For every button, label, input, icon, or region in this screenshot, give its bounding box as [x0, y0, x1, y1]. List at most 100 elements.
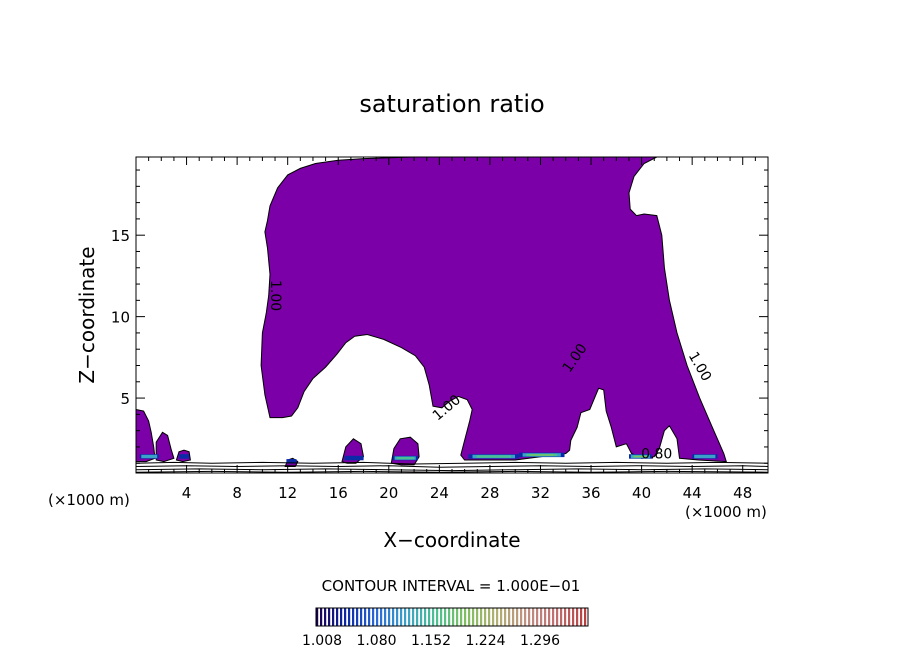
colorbar-stripe [468, 608, 471, 626]
y-tick-label: 10 [111, 309, 130, 327]
y-axis-label: Z−coordinate [75, 246, 99, 383]
colorbar-stripe [496, 608, 499, 626]
colorbar-stripe [320, 608, 323, 626]
x-unit-label-right: (×1000 m) [685, 503, 767, 521]
y-tick-label: 5 [120, 390, 130, 408]
colorbar-stripe [476, 608, 479, 626]
colorbar-stripe [428, 608, 431, 626]
colorbar-stripe [404, 608, 407, 626]
colorbar-stripe [564, 608, 567, 626]
colorbar-stripe [460, 608, 463, 626]
colorbar-stripe [376, 608, 379, 626]
patch-band [634, 456, 647, 458]
colorbar-stripe [360, 608, 363, 626]
patch-band [179, 454, 190, 459]
colorbar-stripe [396, 608, 399, 626]
x-tick-label: 44 [683, 484, 702, 502]
fill-layer [135, 156, 727, 467]
colorbar-stripe [500, 608, 503, 626]
colorbar-stripe [492, 608, 495, 626]
x-axis-label: X−coordinate [383, 528, 520, 552]
contour-value-label: 1.00 [267, 280, 283, 311]
high-ratio-patch [392, 455, 418, 461]
x-tick-label: 4 [182, 484, 192, 502]
colorbar-stripe [392, 608, 395, 626]
colorbar-stripe [316, 608, 319, 626]
colorbar-stripe [380, 608, 383, 626]
colorbar-tick-label: 1.008 [302, 633, 342, 649]
patch-band [476, 455, 511, 458]
x-tick-label: 48 [733, 484, 752, 502]
colorbar-tick-label: 1.224 [465, 633, 505, 649]
colorbar-stripe [508, 608, 511, 626]
colorbar-stripe [440, 608, 443, 626]
colorbar-stripe [540, 608, 543, 626]
x-tick-label: 32 [531, 484, 550, 502]
high-ratio-patch [179, 454, 190, 459]
colorbar-stripe [412, 608, 415, 626]
colorbar-stripe [520, 608, 523, 626]
x-tick-label: 20 [379, 484, 398, 502]
colorbar-tick-label: 1.080 [356, 633, 396, 649]
colorbar-stripe [544, 608, 547, 626]
colorbar-stripe [344, 608, 347, 626]
x-unit-label-left: (×1000 m) [48, 491, 130, 509]
colorbar-stripe [328, 608, 331, 626]
high-ratio-patch [344, 455, 364, 461]
colorbar-stripe [452, 608, 455, 626]
colorbar: 1.008 1.080 1.152 1.224 1.296 [302, 607, 589, 649]
colorbar-stripe [552, 608, 555, 626]
x-tick-label: 16 [329, 484, 348, 502]
patch-band [396, 457, 414, 460]
x-tick-label: 12 [278, 484, 297, 502]
patch-band [344, 455, 364, 461]
colorbar-stripe [556, 608, 559, 626]
high-ratio-patch [692, 454, 718, 459]
colorbar-stripe [532, 608, 535, 626]
colorbar-stripe [356, 608, 359, 626]
colorbar-stripe [536, 608, 539, 626]
colorbar-stripe [420, 608, 423, 626]
colorbar-stripe [516, 608, 519, 626]
patch-band [694, 454, 716, 459]
high-ratio-patch [468, 454, 519, 459]
colorbar-stripe [472, 608, 475, 626]
colorbar-stripe [444, 608, 447, 626]
colorbar-stripe [448, 608, 451, 626]
colorbar-stripe [584, 608, 587, 626]
colorbar-stripe [484, 608, 487, 626]
x-tick-label: 36 [581, 484, 600, 502]
colorbar-stripe [332, 608, 335, 626]
colorbar-stripe [576, 608, 579, 626]
colorbar-tick-label: 1.152 [411, 633, 451, 649]
colorbar-stripe [348, 608, 351, 626]
supersaturated-region [260, 156, 727, 463]
small-cloud-cell [390, 436, 420, 466]
patch-band [141, 454, 158, 459]
colorbar-stripe [560, 608, 563, 626]
high-ratio-patch [629, 454, 652, 459]
colorbar-stripe [432, 608, 435, 626]
colorbar-stripe [572, 608, 575, 626]
surface-contour-line [135, 465, 769, 468]
x-tick-label: 8 [232, 484, 242, 502]
small-cloud-cell [155, 431, 175, 463]
patch-band [286, 459, 297, 464]
colorbar-stripe [528, 608, 531, 626]
colorbar-stripe [504, 608, 507, 626]
surface-contour-line [135, 461, 769, 465]
colorbar-stripe [548, 608, 551, 626]
high-ratio-patch [519, 452, 565, 458]
high-ratio-patch [139, 454, 159, 459]
contour-interval-text: CONTOUR INTERVAL = 1.000E−01 [322, 577, 581, 595]
contour-value-label: 0.80 [641, 446, 672, 462]
y-tick-label: 15 [111, 227, 130, 245]
patch-band [529, 454, 554, 456]
high-ratio-patch [286, 459, 297, 464]
colorbar-stripe [372, 608, 375, 626]
small-cloud-cell [135, 408, 156, 463]
colorbar-stripe [340, 608, 343, 626]
colorbar-stripe [368, 608, 371, 626]
